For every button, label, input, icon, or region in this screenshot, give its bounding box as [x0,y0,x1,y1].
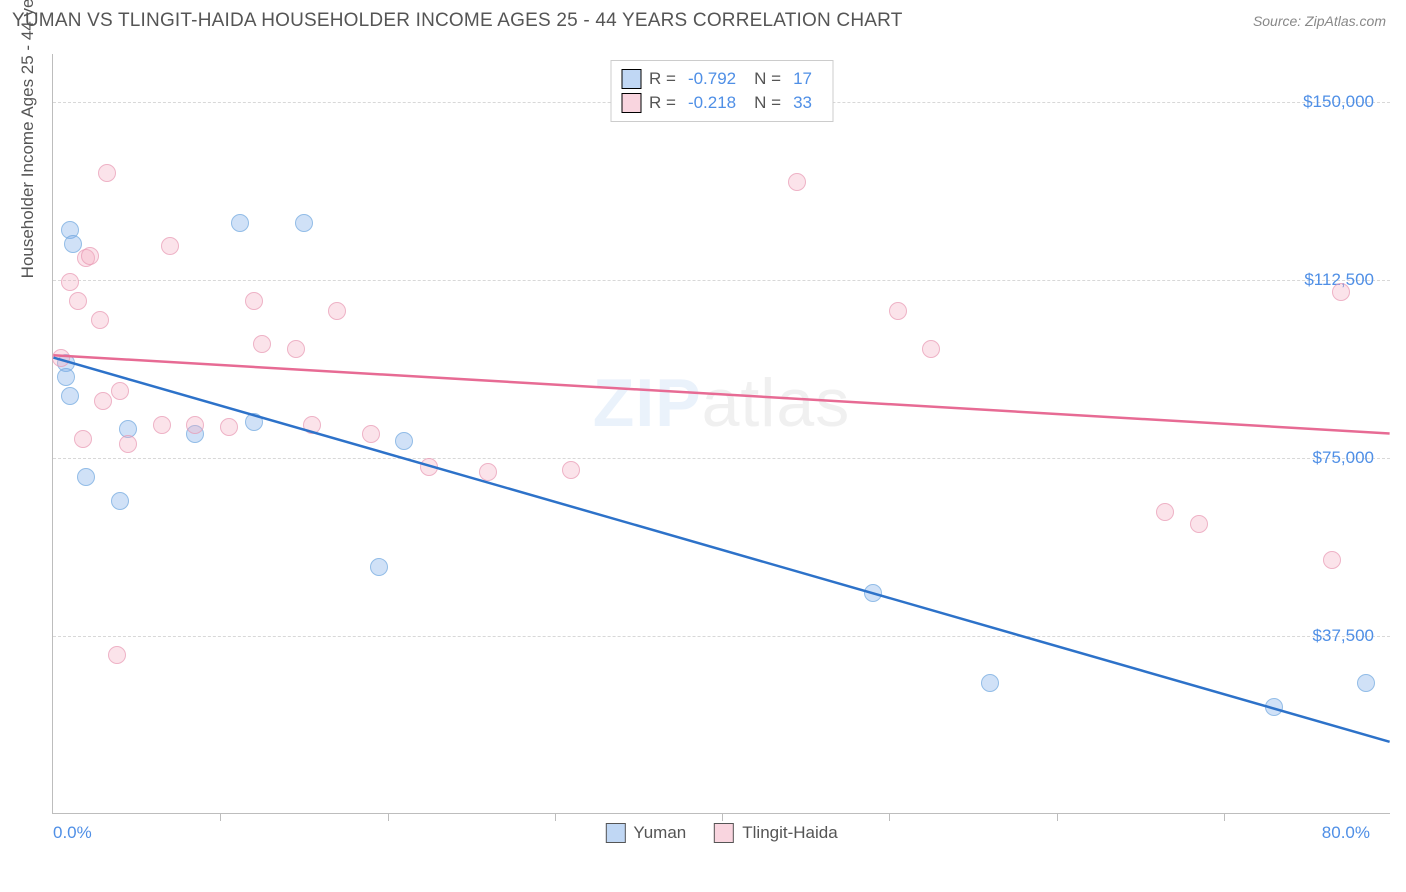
data-point [77,468,95,486]
data-point [61,387,79,405]
data-point [287,340,305,358]
data-point [81,247,99,265]
watermark-text: ZIPatlas [593,364,850,442]
data-point [94,392,112,410]
legend-row-yuman: R =-0.792 N =17 [621,67,822,91]
data-point [98,164,116,182]
data-point [161,237,179,255]
legend-item-tlingit: Tlingit-Haida [714,823,837,843]
data-point [1357,674,1375,692]
legend-label-yuman: Yuman [633,823,686,843]
y-axis-title: Householder Income Ages 25 - 44 years [18,0,38,278]
y-tick-label: $75,000 [1313,448,1374,468]
x-tick-mark [220,813,221,821]
r-value-yuman: -0.792 [688,69,736,89]
x-tick-mark [388,813,389,821]
chart-title: YUMAN VS TLINGIT-HAIDA HOUSEHOLDER INCOM… [12,10,903,32]
data-point [1265,698,1283,716]
data-point [479,463,497,481]
data-point [91,311,109,329]
data-point [186,416,204,434]
legend-item-yuman: Yuman [605,823,686,843]
data-point [1190,515,1208,533]
data-point [981,674,999,692]
data-point [119,435,137,453]
data-point [57,368,75,386]
source-attribution: Source: ZipAtlas.com [1253,13,1386,29]
legend-label-tlingit: Tlingit-Haida [742,823,837,843]
x-tick-mark [889,813,890,821]
data-point [74,430,92,448]
x-tick-mark [1224,813,1225,821]
data-point [220,418,238,436]
legend-swatch-blue [621,69,641,89]
data-point [111,492,129,510]
x-tick-mark [555,813,556,821]
data-point [245,413,263,431]
correlation-legend: R =-0.792 N =17 R =-0.218 N =33 [610,60,833,122]
gridline-h [53,458,1390,459]
data-point [52,349,70,367]
data-point [108,646,126,664]
data-point [1156,503,1174,521]
y-tick-label: $37,500 [1313,626,1374,646]
data-point [303,416,321,434]
legend-swatch-pink [714,823,734,843]
data-point [922,340,940,358]
data-point [1332,283,1350,301]
data-point [362,425,380,443]
n-value-tlingit: 33 [793,93,812,113]
data-point [864,584,882,602]
data-point [295,214,313,232]
data-point [1323,551,1341,569]
data-point [231,214,249,232]
data-point [562,461,580,479]
x-tick-mark [1057,813,1058,821]
data-point [61,273,79,291]
legend-row-tlingit: R =-0.218 N =33 [621,91,822,115]
x-axis-max-label: 80.0% [1322,823,1370,843]
data-point [111,382,129,400]
data-point [64,235,82,253]
gridline-h [53,636,1390,637]
y-tick-label: $150,000 [1303,92,1374,112]
x-tick-mark [722,813,723,821]
r-value-tlingit: -0.218 [688,93,736,113]
data-point [328,302,346,320]
data-point [253,335,271,353]
x-axis-min-label: 0.0% [53,823,92,843]
series-legend: Yuman Tlingit-Haida [605,823,837,843]
data-point [395,432,413,450]
data-point [889,302,907,320]
n-value-yuman: 17 [793,69,812,89]
legend-swatch-blue [605,823,625,843]
data-point [153,416,171,434]
data-point [370,558,388,576]
data-point [69,292,87,310]
scatter-chart: ZIPatlas $37,500$75,000$112,500$150,000 … [52,54,1390,814]
data-point [420,458,438,476]
legend-swatch-pink [621,93,641,113]
data-point [788,173,806,191]
gridline-h [53,280,1390,281]
data-point [245,292,263,310]
